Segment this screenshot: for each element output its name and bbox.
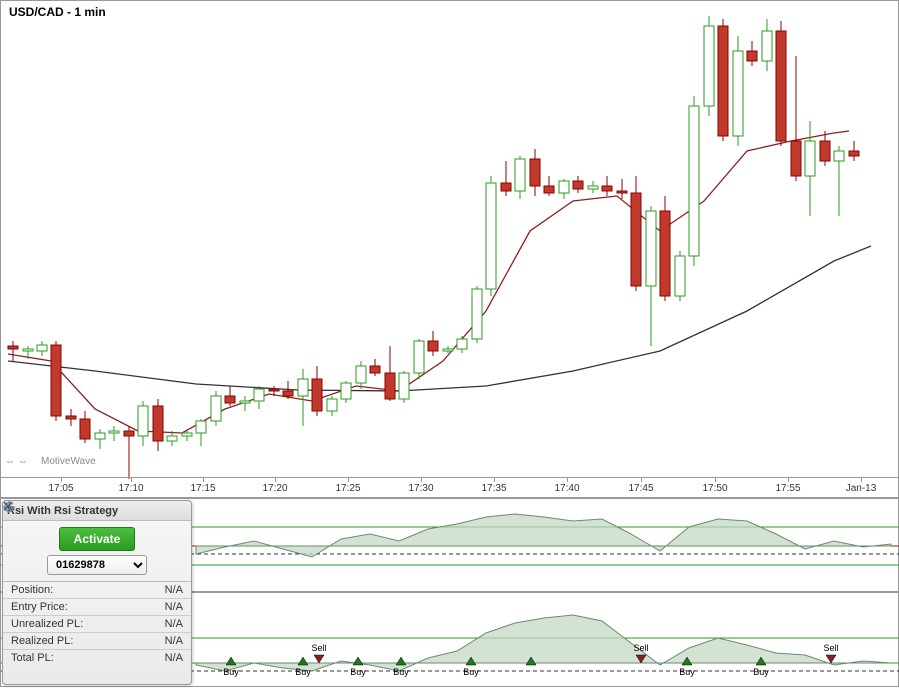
- buy-signal-label: Buy: [295, 667, 311, 677]
- buy-signal-label: Buy: [753, 667, 769, 677]
- buy-signal-label: Buy: [393, 667, 409, 677]
- stat-value: N/A: [165, 584, 183, 596]
- buy-signal-label: Buy: [350, 667, 366, 677]
- strategy-panel[interactable]: Rsi With Rsi Strategy Activate 01629878 …: [2, 500, 192, 685]
- x-axis: 17:05 17:10 17:15 17:20 17:25 17:30 17:35 17:40…: [1, 477, 898, 497]
- candlestick-svg: [1, 1, 899, 479]
- buy-signal-label: Buy: [679, 667, 695, 677]
- x-tick-label: 17:10: [118, 483, 143, 494]
- buy-signal-label: Buy: [463, 667, 479, 677]
- stat-value: N/A: [165, 635, 183, 647]
- refresh-icon[interactable]: [141, 504, 155, 518]
- panel-title: Rsi With Rsi Strategy: [7, 505, 139, 517]
- panel-header[interactable]: Rsi With Rsi Strategy: [3, 501, 191, 521]
- x-tick-label: 17:25: [335, 483, 360, 494]
- x-tick-label: 17:05: [48, 483, 73, 494]
- stat-value: N/A: [165, 652, 183, 664]
- stat-row: Total PL: N/A: [3, 649, 191, 666]
- x-tick-label: 17:55: [775, 483, 800, 494]
- watermark: MotiveWave: [41, 456, 96, 467]
- stat-label: Position:: [11, 584, 53, 596]
- x-tick-label: 17:50: [702, 483, 727, 494]
- settings-icon[interactable]: [157, 504, 171, 518]
- x-tick-label: 17:30: [408, 483, 433, 494]
- stat-row: Realized PL: N/A: [3, 632, 191, 649]
- nav-arrows[interactable]: ⇔ ⇔: [5, 456, 28, 467]
- account-select[interactable]: 01629878: [47, 555, 147, 575]
- x-tick-label: 17:40: [554, 483, 579, 494]
- x-tick-label: 17:20: [262, 483, 287, 494]
- stat-row: Entry Price: N/A: [3, 598, 191, 615]
- stat-row: Position: N/A: [3, 581, 191, 598]
- sell-signal-label: Sell: [311, 643, 326, 653]
- stat-label: Realized PL:: [11, 635, 73, 647]
- stat-label: Entry Price:: [11, 601, 68, 613]
- stat-row: Unrealized PL: N/A: [3, 615, 191, 632]
- x-tick-label: 17:35: [481, 483, 506, 494]
- stat-label: Unrealized PL:: [11, 618, 83, 630]
- x-tick-label: 17:45: [628, 483, 653, 494]
- buy-signal-label: Buy: [223, 667, 239, 677]
- activate-button[interactable]: Activate: [59, 527, 136, 551]
- sell-signal-label: Sell: [823, 643, 838, 653]
- close-icon[interactable]: [173, 504, 187, 518]
- main-chart[interactable]: USD/CAD - 1 min ⇔ ⇔ MotiveWave 17:05 17:1…: [0, 0, 899, 498]
- stat-value: N/A: [165, 601, 183, 613]
- x-tick-label: Jan-13: [846, 483, 877, 494]
- stat-label: Total PL:: [11, 652, 54, 664]
- x-tick-label: 17:15: [190, 483, 215, 494]
- sell-signal-label: Sell: [633, 643, 648, 653]
- stat-value: N/A: [165, 618, 183, 630]
- chart-title: USD/CAD - 1 min: [9, 5, 106, 19]
